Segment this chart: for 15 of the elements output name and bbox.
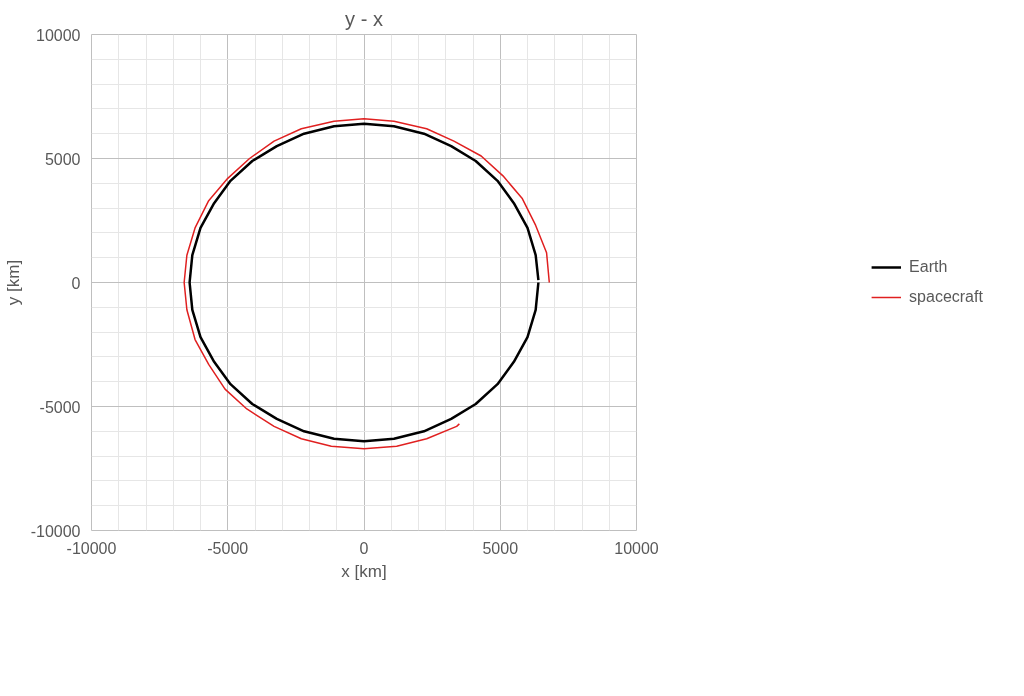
y-axis-title: y [km] (3, 259, 23, 306)
legend-label: spacecraft (909, 288, 983, 306)
x-tick-label: 5000 (482, 539, 519, 557)
x-axis-title: x [km] (341, 561, 387, 581)
x-tick-label: 0 (359, 539, 369, 557)
x-tick-label: -5000 (207, 539, 249, 557)
y-tick-label: 10000 (36, 26, 81, 44)
legend-label: Earth (909, 258, 948, 276)
x-tick-label: 10000 (614, 539, 659, 557)
x-tick-label: -10000 (66, 539, 117, 557)
y-tick-label: -10000 (30, 522, 81, 540)
y-tick-label: 5000 (44, 150, 81, 168)
y-tick-label: -5000 (39, 398, 81, 416)
chart-title: y - x (345, 7, 383, 30)
y-tick-label: 0 (71, 274, 81, 292)
